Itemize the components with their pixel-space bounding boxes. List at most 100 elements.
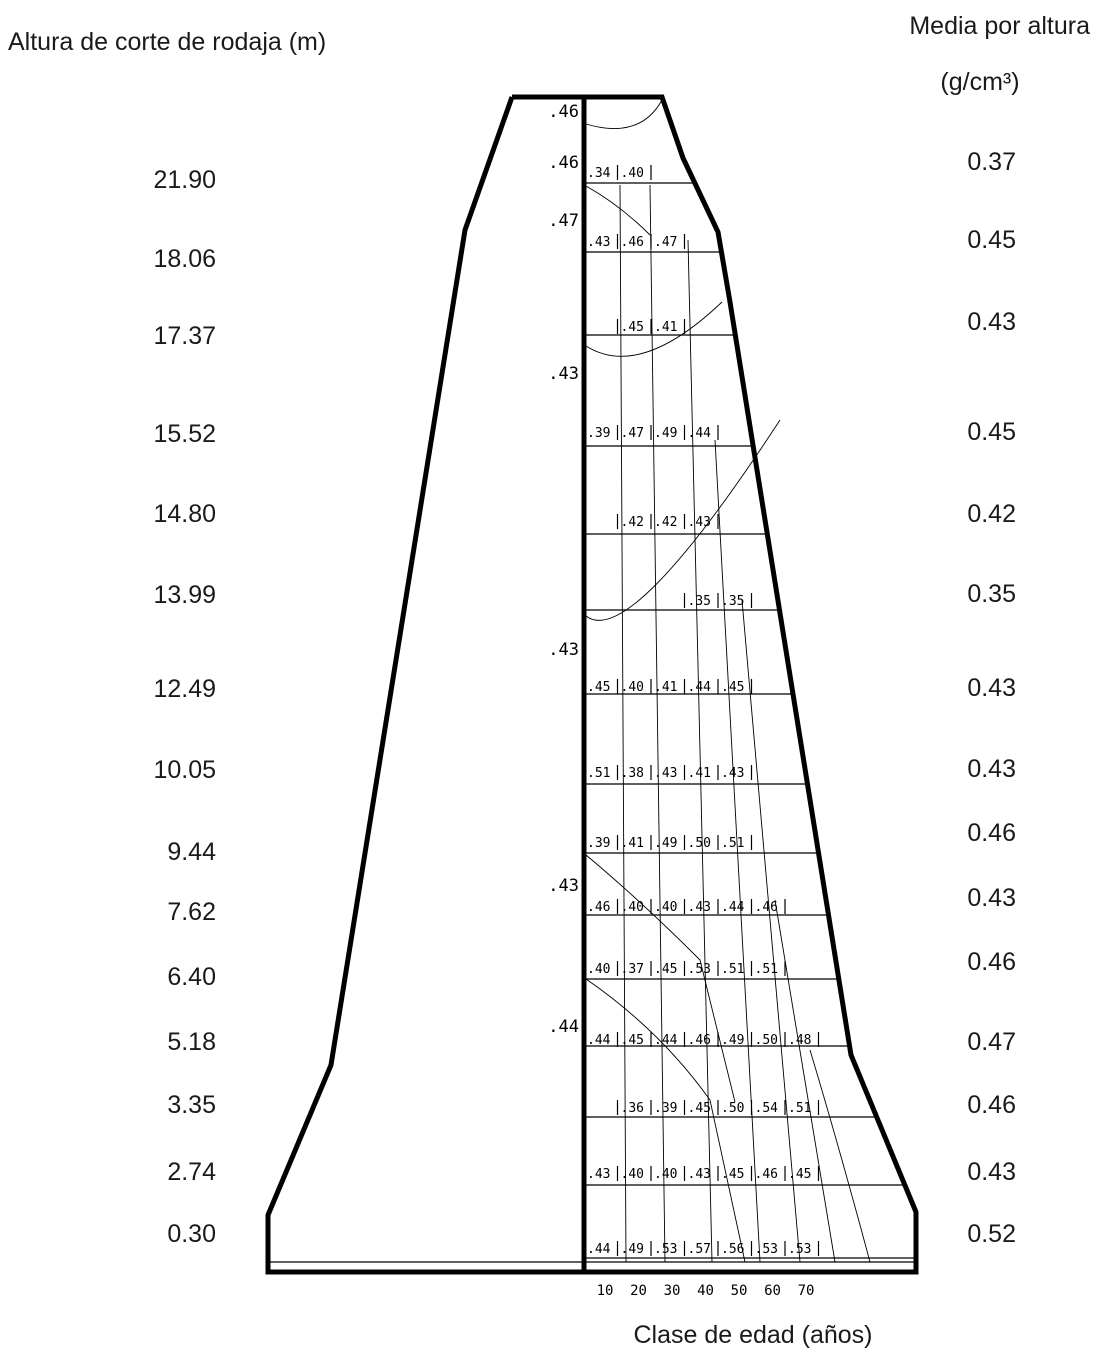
- ring-density-value: .48: [788, 1033, 811, 1048]
- ring-density-value: .44: [654, 1033, 678, 1048]
- age-class-tick: 70: [798, 1283, 815, 1299]
- mean-density-value: 0.45: [967, 418, 1016, 446]
- ring-density-value: .45: [587, 680, 610, 695]
- height-rows: 21.90 0.37 .34 .40 18.06 0.45 .43 .46 .47 17.37 0.…: [153, 99, 1016, 1263]
- ring-density-value: .45: [721, 680, 744, 695]
- age-class-tick: 30: [664, 1283, 681, 1299]
- mean-density-value: 0.43: [967, 1158, 1016, 1186]
- ring-density-value: .46: [755, 1167, 778, 1182]
- mean-density-value: 0.43: [967, 884, 1016, 912]
- height-label: 12.49: [153, 675, 216, 703]
- height-label: 0.30: [167, 1220, 216, 1248]
- height-row: 5.18 0.47 .44 .45 .44 .46 .49 .50 .48: [167, 1028, 1016, 1056]
- ring-density-value: .41: [654, 680, 677, 695]
- ring-density-value: .40: [654, 900, 677, 915]
- ring-density-value: .50: [688, 836, 711, 851]
- height-row: 9.44 0.46 .39 .41 .49 .50 .51: [167, 819, 1016, 866]
- ring-density-value: .41: [688, 766, 711, 781]
- ring-density-value: .43: [587, 235, 610, 250]
- ring-density-value: .45: [621, 1033, 644, 1048]
- pith-marks: .46 .46 .47 .43 .43 .43 .44: [548, 102, 579, 1037]
- ring-density-value: .42: [621, 515, 644, 530]
- ring-density-value: .42: [654, 515, 677, 530]
- mean-density-value: 0.47: [967, 1028, 1016, 1056]
- mean-density-value: 0.45: [967, 226, 1016, 254]
- ring-density-value: .43: [688, 900, 711, 915]
- mean-density-value: 0.43: [967, 755, 1016, 783]
- ring-density-value: .44: [688, 680, 712, 695]
- height-label: 10.05: [153, 756, 216, 784]
- age-axis: 10 20 30 40 50 60 70: [597, 1283, 815, 1299]
- pith-density-mark: .47: [548, 211, 579, 231]
- ring-density-value: .46: [587, 900, 610, 915]
- growth-ring-curve: [585, 185, 651, 236]
- height-row: 14.80 0.42 .42 .42 .43: [153, 500, 1016, 535]
- ring-density-value: .45: [688, 1101, 711, 1116]
- age-class-tick: 50: [731, 1283, 748, 1299]
- pith-density-mark: .43: [548, 364, 579, 384]
- ring-density-value: .43: [688, 515, 711, 530]
- ring-density-value: .51: [755, 962, 778, 977]
- age-class-tick: 60: [764, 1283, 781, 1299]
- ring-density-value: .49: [721, 1033, 744, 1048]
- height-row: 12.49 0.43 .45 .40 .41 .44 .45: [153, 674, 1016, 703]
- ring-density-value: .41: [621, 836, 644, 851]
- growth-ring-curve: [585, 99, 663, 130]
- ring-density-value: .43: [587, 1167, 610, 1182]
- height-label: 14.80: [153, 500, 216, 528]
- growth-ring-curve: [585, 978, 746, 1263]
- ring-density-value: .44: [688, 426, 712, 441]
- ring-density-value: .44: [721, 900, 745, 915]
- mean-density-value: 0.46: [967, 948, 1016, 976]
- height-label: 17.37: [153, 322, 216, 350]
- height-row: 7.62 0.43 .46 .40 .40 .43 .44 .46: [167, 884, 1016, 926]
- height-label: 15.52: [153, 420, 216, 448]
- ring-density-value: .47: [654, 235, 677, 250]
- right-axis-title: Media por altura: [909, 12, 1090, 40]
- ring-density-value: .40: [621, 1167, 644, 1182]
- height-label: 5.18: [167, 1028, 216, 1056]
- height-row: 18.06 0.45 .43 .46 .47: [153, 226, 1016, 273]
- height-label: 21.90: [153, 166, 216, 194]
- mean-density-value: 0.37: [967, 148, 1016, 176]
- mean-density-value: 0.43: [967, 674, 1016, 702]
- ring-density-value: .40: [621, 680, 644, 695]
- pith-density-mark: .46: [548, 153, 579, 173]
- ring-density-value: .43: [688, 1167, 711, 1182]
- height-row: 6.40 0.46 .40 .37 .45 .53 .51 .51: [167, 948, 1016, 991]
- pith-density-mark: .43: [548, 876, 579, 896]
- growth-ring-curve: [809, 1049, 871, 1263]
- ring-density-value: .41: [654, 320, 677, 335]
- left-axis-title: Altura de corte de rodaja (m): [8, 28, 326, 56]
- growth-ring-curve: [687, 239, 713, 1263]
- pith-density-mark: .46: [548, 102, 579, 122]
- x-axis-title: Clase de edad (años): [633, 1321, 872, 1349]
- ring-density-value: .36: [621, 1101, 644, 1116]
- growth-ring-curve: [649, 184, 666, 1263]
- ring-density-value: .49: [654, 426, 677, 441]
- ring-density-value: .45: [654, 962, 677, 977]
- ring-density-value: .51: [587, 766, 610, 781]
- growth-ring-curve: [741, 599, 801, 1263]
- ring-density-value: .54: [755, 1101, 779, 1116]
- mean-density-value: 0.46: [967, 1091, 1016, 1119]
- ring-density-value: .38: [621, 766, 644, 781]
- height-label: 7.62: [167, 898, 216, 926]
- pith-density-mark: .44: [548, 1017, 579, 1037]
- ring-density-value: .35: [721, 594, 744, 609]
- ring-density-value: .45: [788, 1167, 811, 1182]
- right-axis-unit: (g/cm³): [940, 68, 1019, 96]
- ring-density-value: .37: [621, 962, 644, 977]
- growth-ring-curve: [619, 184, 627, 1263]
- stem-left-profile: [265, 94, 919, 1275]
- ring-density-value: .57: [688, 1242, 711, 1257]
- mean-density-value: 0.43: [967, 308, 1016, 336]
- height-row: 17.37 0.43 .45 .41: [153, 308, 1016, 350]
- ring-density-value: .39: [587, 836, 610, 851]
- height-label: 18.06: [153, 245, 216, 273]
- height-row: 0.30 0.52 .44 .49 .53 .57 .56 .53 .53: [167, 1220, 1016, 1259]
- ring-density-value: .50: [755, 1033, 778, 1048]
- ring-density-value: .53: [755, 1242, 778, 1257]
- height-label: 2.74: [167, 1158, 216, 1186]
